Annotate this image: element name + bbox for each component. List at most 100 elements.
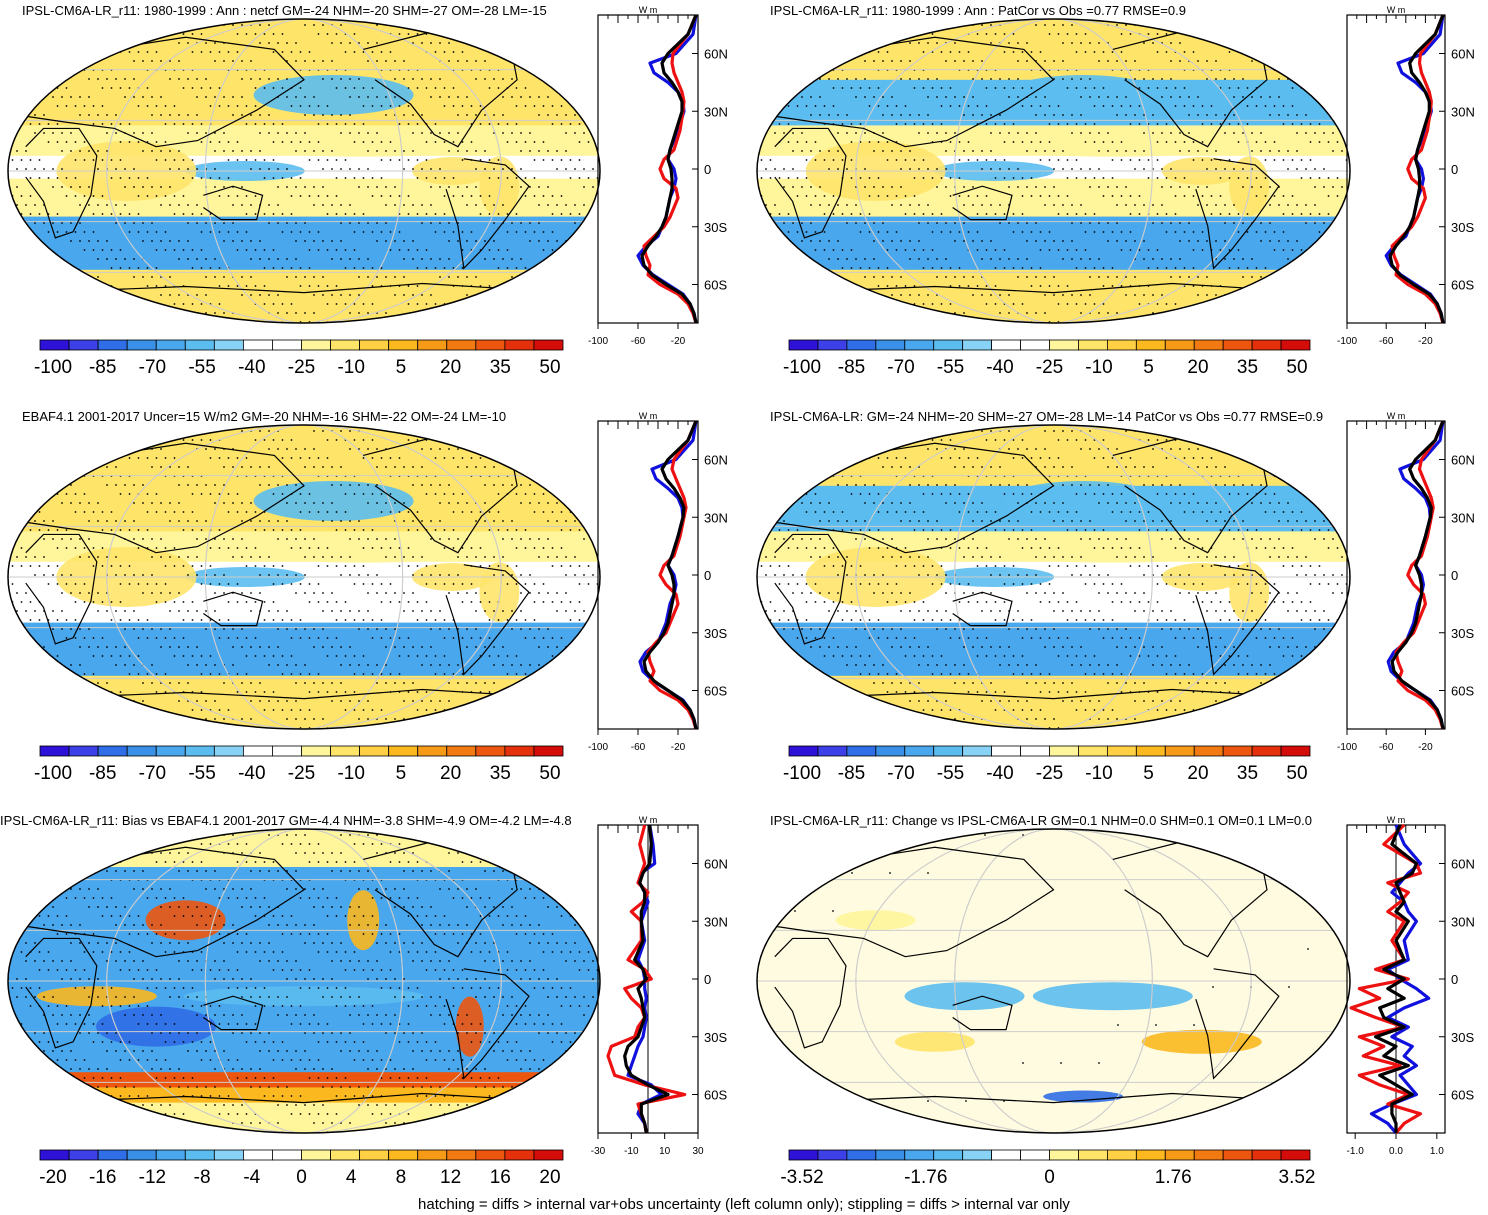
profile-x-tick-label: -1.0 [1347,1146,1365,1157]
colorbar-swatch [875,339,906,351]
profile-unit-label: W m [1387,5,1406,15]
colorbar-swatch [155,339,186,351]
colorbar-tick-label: -85 [89,357,116,378]
colorbar-tick-label: 5 [396,357,407,378]
colorbar-swatch [788,745,819,757]
colorbar-tick-label: -55 [188,357,215,378]
profile-x-tick-label: -20 [671,742,686,753]
colorbar-swatch [417,339,448,351]
profile-lat-label: 60N [1451,453,1475,468]
zonal-profile: W m 60N 30N 0 30S 60S -100 -60 -20 [1337,411,1475,753]
coastlines [757,436,1321,700]
profile-series-line [646,420,698,730]
profile-x-tick-label: -60 [1379,336,1394,347]
profile-x-tick-label: -100 [588,742,608,753]
profile-lat-label: 60N [704,47,728,62]
colorbar-swatch [475,339,506,351]
colorbar-tick-label: -70 [887,763,914,784]
colorbar-swatch [272,745,302,757]
colorbar-swatch [388,745,419,757]
profile-lat-label: 60S [704,1088,727,1103]
colorbar-swatch [242,339,273,351]
panel-1: IPSL-CM6A-LR_r11: 1980-1999 : Ann : netc… [7,3,728,378]
colorbar-tick-label: 35 [490,763,511,784]
colorbar-swatch [1280,745,1311,757]
map-field [757,19,1350,323]
colorbar-swatch [875,745,906,757]
colorbar-tick-label: -1.76 [904,1167,947,1188]
graticule [757,19,1350,323]
colorbar-tick-label: -100 [783,357,821,378]
colorbar-swatch [504,745,535,757]
colorbar-tick-label: -70 [139,763,166,784]
coastlines [757,30,1321,294]
colorbar-tick-label: 20 [1187,763,1208,784]
colorbar-tick-label: 8 [396,1167,407,1188]
colorbar-tick-label: 0 [296,1167,307,1188]
colorbar-swatch [904,745,935,757]
coastlines [8,436,571,700]
profile-lat-label: 0 [704,162,711,177]
graticule [8,829,600,1133]
profile-lat-label: 60S [704,278,727,293]
graticule [757,829,1350,1133]
panel-6: IPSL-CM6A-LR_r11: Change vs IPSL-CM6A-LR… [756,813,1475,1188]
map-field [8,425,600,729]
colorbar-tick-label: 35 [1237,357,1258,378]
colorbar: -3.52 -1.76 0 1.76 3.52 [780,1149,1315,1188]
colorbar-tick-label: -100 [783,763,821,784]
colorbar-tick-label: 20 [440,357,461,378]
colorbar-swatch [846,745,877,757]
colorbar-swatch [1222,745,1253,757]
profile-lat-label: 0 [1451,972,1458,987]
colorbar-tick-label: -4 [243,1167,260,1188]
colorbar-swatch [301,745,331,757]
colorbar-swatch [1193,339,1224,351]
colorbar-swatch [39,339,70,351]
profile-lat-label: 60S [1451,1088,1474,1103]
profile-x-tick-label: 10 [659,1146,671,1157]
colorbar-tick-label: -8 [194,1167,211,1188]
colorbar-tick-label: -40 [238,357,265,378]
colorbar-swatch [68,745,99,757]
profile-unit-label: W m [639,411,658,421]
colorbar-tick-label: -85 [89,763,116,784]
profile-lat-label: 30N [1451,104,1475,119]
colorbar-tick-label: -16 [89,1167,116,1188]
profile-series-line [1369,824,1431,1135]
colorbar-swatch [1251,339,1282,351]
colorbar-swatch [330,339,361,351]
colorbar-swatch [68,339,99,351]
profile-unit-label: W m [1387,411,1406,421]
profile-lat-label: 60N [1451,47,1475,62]
colorbar-swatch [330,745,361,757]
map-field [8,829,600,1133]
colorbar-tick-label: -55 [937,763,964,784]
profile-lat-label: 60N [1451,857,1475,872]
map-outline [756,828,1351,1134]
map-outline [756,18,1351,324]
colorbar-swatch [1106,339,1137,351]
profile-lat-label: 30S [1451,1030,1474,1045]
colorbar-tick-label: -100 [34,763,72,784]
colorbar-tick-label: -100 [34,357,72,378]
profile-lat-label: 30N [704,914,728,929]
colorbar-swatch [1020,745,1050,757]
colorbar-tick-label: -85 [838,763,865,784]
colorbar-tick-label: -70 [887,357,914,378]
colorbar-swatch [962,745,993,757]
colorbar-swatch [846,339,877,351]
colorbar-swatch [1106,1149,1137,1161]
colorbar-tick-label: -55 [188,763,215,784]
profile-lat-label: 30N [704,510,728,525]
colorbar-tick-label: -25 [288,763,315,784]
colorbar-swatch [1049,1149,1079,1161]
profile-lat-label: 30N [704,104,728,119]
colorbar-swatch [1280,339,1311,351]
profile-x-tick-label: 30 [692,1146,704,1157]
coastlines [8,30,571,294]
colorbar-swatch [446,1149,477,1161]
profile-frame [1346,420,1446,730]
colorbar-swatch [933,339,964,351]
profile-frame [597,420,699,730]
